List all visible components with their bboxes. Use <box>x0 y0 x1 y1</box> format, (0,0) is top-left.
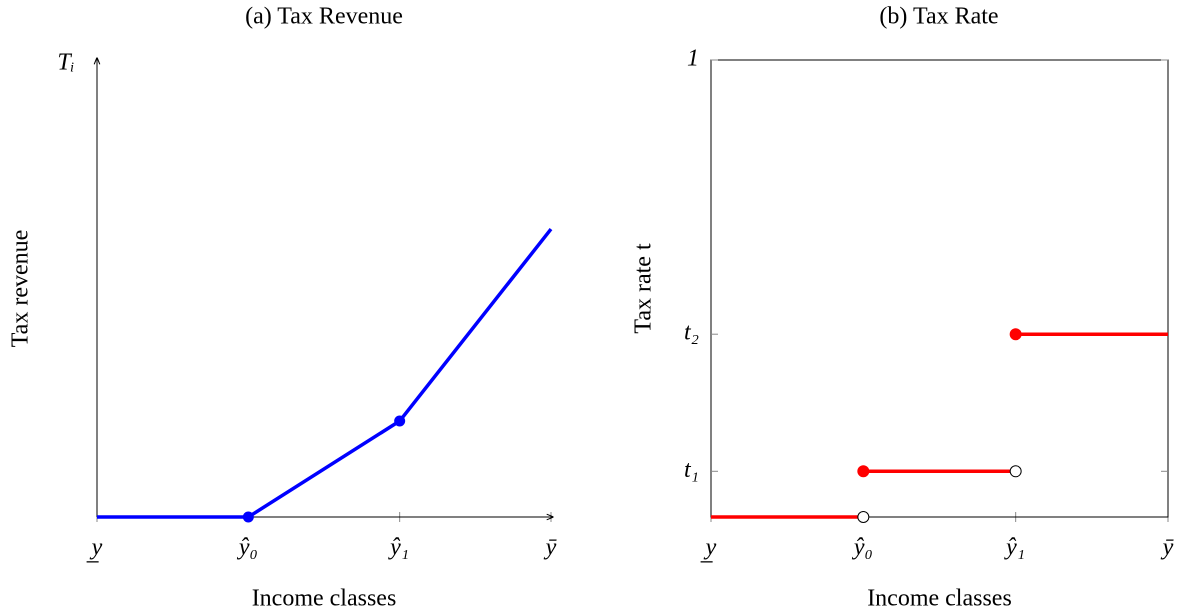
y-axis-label: Tax revenue <box>8 230 34 348</box>
x-tick-label: y̲ <box>700 535 717 564</box>
y-tick-label: t₂ <box>684 320 699 346</box>
panel-title: (b) Tax Rate <box>879 4 998 30</box>
revenue-line <box>97 228 553 519</box>
x-tick-label: ŷ₀ <box>852 535 873 561</box>
point <box>394 415 406 427</box>
x-tick-label: ŷ₁ <box>1004 535 1025 561</box>
closed-dot <box>857 465 870 478</box>
x-axis-label: Income classes <box>252 586 397 612</box>
y-annotation: Tᵢ <box>57 50 74 76</box>
open-dot <box>1009 465 1022 478</box>
panel-title: (a) Tax Revenue <box>245 4 403 30</box>
y-tick-label: t₁ <box>684 457 699 483</box>
closed-dot <box>1009 328 1022 341</box>
x-tick-label: ŷ₀ <box>237 535 258 561</box>
y-tick-label: 1 <box>687 46 699 72</box>
x-tick-label: y̲ <box>86 535 103 564</box>
open-dot <box>857 511 870 523</box>
x-tick-label: ŷ₁ <box>388 535 409 561</box>
x-tick-label: ȳ <box>1161 535 1174 561</box>
point <box>242 511 254 523</box>
plot-frame <box>710 59 1169 518</box>
y-axis-label: Tax rate t <box>631 243 657 334</box>
x-axis-label: Income classes <box>867 586 1012 612</box>
x-tick-label: ȳ <box>544 535 557 561</box>
